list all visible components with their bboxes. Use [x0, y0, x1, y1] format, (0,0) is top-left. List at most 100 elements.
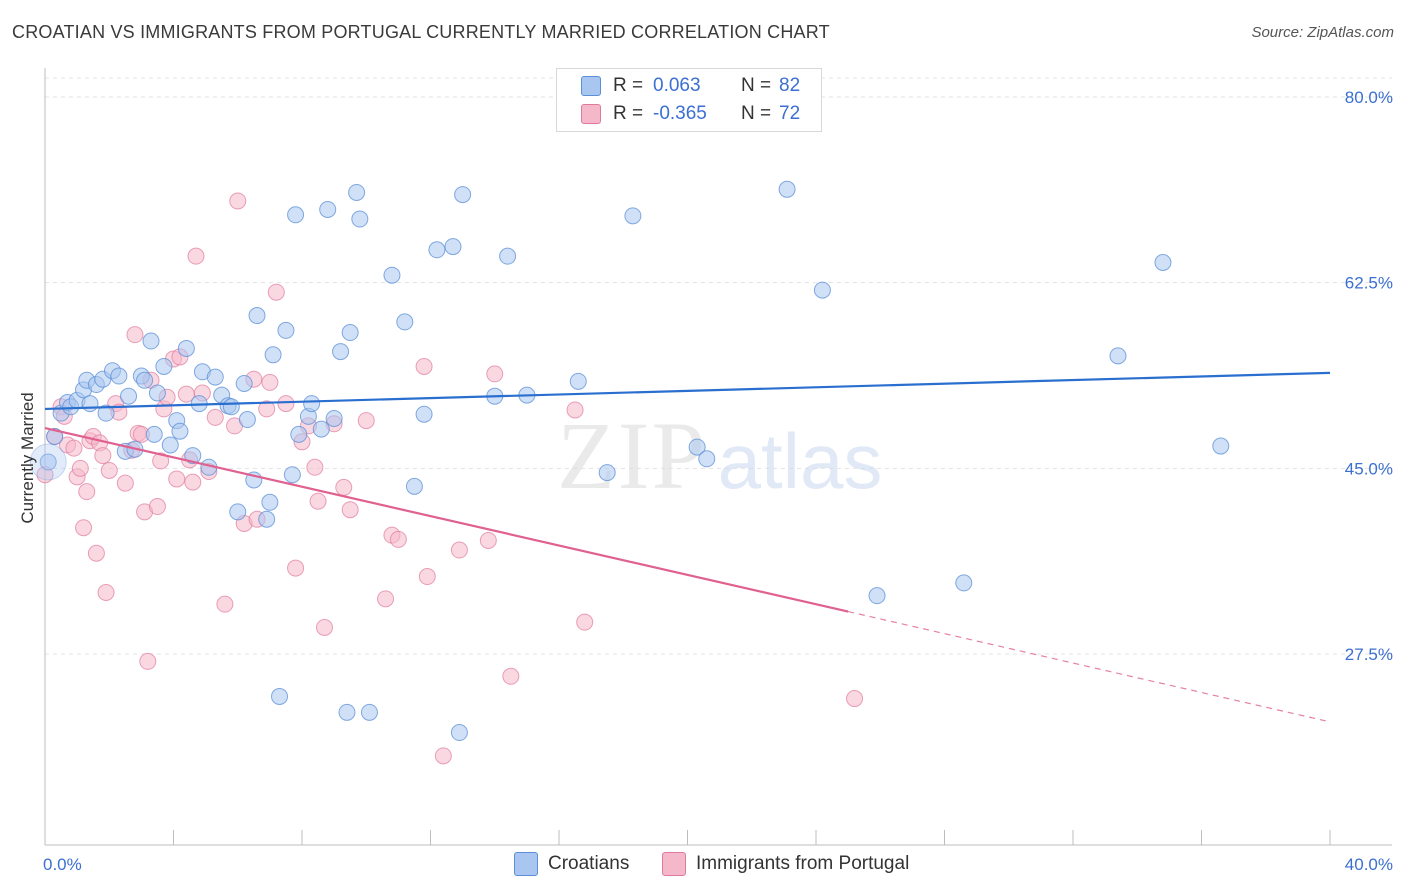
portugal-point [576, 613, 594, 631]
croatians-point [778, 180, 796, 198]
x-tick-label: 0.0% [43, 855, 82, 874]
stats-row-portugal: R = -0.365 N = 72 [581, 101, 800, 127]
portugal-point [267, 283, 285, 301]
croatians-point [1212, 437, 1230, 455]
portugal-point [116, 474, 134, 492]
y-tick-label: 45.0% [1345, 459, 1393, 478]
portugal-point [486, 365, 504, 383]
watermark-atlas: atlas [718, 417, 883, 505]
trend-lines [44, 371, 1331, 723]
croatians-point [341, 324, 359, 342]
chart-title: CROATIAN VS IMMIGRANTS FROM PORTUGAL CUR… [12, 22, 830, 42]
portugal-point [846, 690, 864, 708]
croatians-point [499, 247, 517, 265]
croatians-point [598, 464, 616, 482]
croatians-point [155, 357, 173, 375]
n-label: N = [741, 75, 772, 96]
croatians-point [290, 425, 308, 443]
n-value: 82 [779, 75, 801, 96]
portugal-point [357, 412, 375, 430]
portugal-point [65, 439, 83, 457]
portugal-point [418, 568, 436, 586]
portugal-point [97, 583, 115, 601]
portugal-trend-line [44, 426, 849, 613]
croatians-point [145, 425, 163, 443]
croatians-point [258, 510, 276, 528]
stats-box: R = 0.063 N = 82 R = -0.365 N = 72 [556, 68, 822, 132]
croatians-point [261, 493, 279, 511]
legend-item-portugal[interactable]: Immigrants from Portugal [662, 852, 909, 876]
portugal-point [502, 667, 520, 685]
croatians-point [383, 266, 401, 284]
stats-swatch-blue [581, 76, 601, 96]
x-tick-label: 40.0% [1345, 855, 1393, 874]
r-value: 0.063 [653, 75, 701, 96]
portugal-point [341, 501, 359, 519]
portugal-point [75, 519, 93, 537]
portugal-point [315, 618, 333, 636]
grid-lines [45, 77, 1392, 655]
croatians-point [184, 447, 202, 465]
croatians-point [688, 438, 706, 456]
croatians-point [39, 453, 57, 471]
croatians-point [238, 411, 256, 429]
legend-swatch-pink [662, 852, 686, 876]
croatians-point [813, 281, 831, 299]
croatians-point [142, 332, 160, 350]
r-label: R = [613, 103, 644, 124]
croatians-point [351, 210, 369, 228]
croatians-point [325, 409, 343, 427]
croatians-point [698, 450, 716, 468]
legend-item-croatians[interactable]: Croatians [514, 852, 629, 876]
portugal-point [479, 531, 497, 549]
croatians-point [1154, 254, 1172, 272]
portugal-trend-extension [847, 610, 1331, 723]
stats-row-croatians: R = 0.063 N = 82 [581, 73, 800, 99]
croatians-point [415, 405, 433, 423]
croatians-point [46, 428, 64, 446]
croatians-point [97, 404, 115, 422]
portugal-point [306, 458, 324, 476]
portugal-point [335, 478, 353, 496]
source-label: Source: ZipAtlas.com [1251, 24, 1394, 41]
croatians-point [868, 587, 886, 605]
croatians-point [454, 186, 472, 204]
portugal-point [126, 326, 144, 344]
croatians-point [235, 374, 253, 392]
portugal-point [377, 590, 395, 608]
portugal-point [261, 373, 279, 391]
croatians-point [148, 384, 166, 402]
portugal-point [148, 498, 166, 516]
croatians-point [396, 313, 414, 331]
croatians-point [287, 206, 305, 224]
y-tick-label: 27.5% [1345, 645, 1393, 664]
croatians-point [405, 477, 423, 495]
portugal-point [78, 483, 96, 501]
tick-labels: 80.0% 62.5% 45.0% 27.5% 0.0% 40.0% [43, 88, 1393, 874]
portugal-point [152, 452, 170, 470]
n-label: N = [741, 103, 772, 124]
croatians-point [283, 466, 301, 484]
croatians-point [1109, 347, 1127, 365]
portugal-point [415, 357, 433, 375]
croatians-point [348, 183, 366, 201]
croatians-point [450, 724, 468, 742]
croatians-point [264, 346, 282, 364]
croatians-point [319, 200, 337, 218]
y-tick-label: 62.5% [1345, 274, 1393, 293]
portugal-point [184, 473, 202, 491]
portugal-point [277, 395, 295, 413]
portugal-point [71, 459, 89, 477]
stats-swatch-pink [581, 104, 601, 124]
croatians-trend-line [44, 371, 1331, 411]
portugal-point [287, 559, 305, 577]
portugal-point [450, 541, 468, 559]
croatians-point [206, 368, 224, 386]
portugal-point [566, 401, 584, 419]
croatians-point [222, 398, 240, 416]
portugal-point [100, 461, 118, 479]
croatians-point [177, 339, 195, 357]
croatians-point [332, 343, 350, 361]
croatians-point [110, 367, 128, 385]
